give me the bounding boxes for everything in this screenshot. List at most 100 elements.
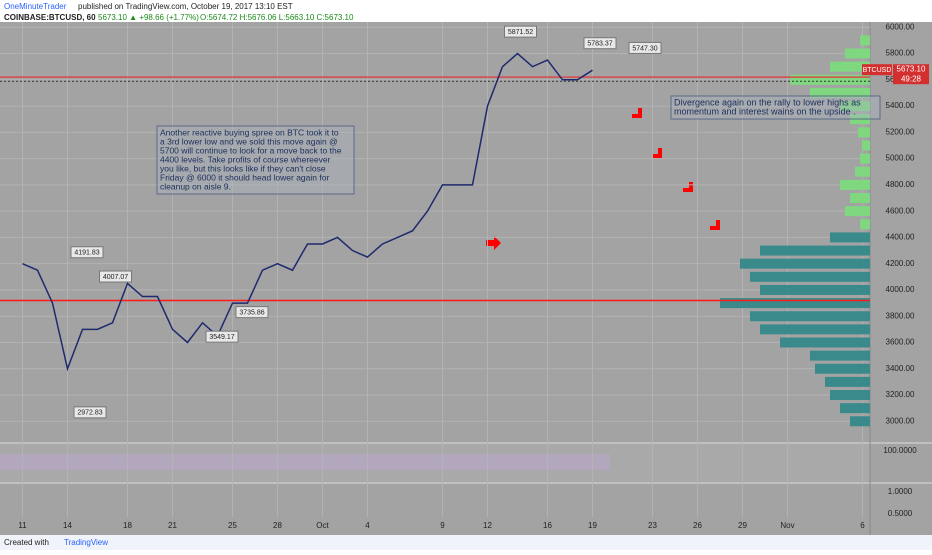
created: Created with	[4, 538, 49, 547]
last-price-box	[893, 64, 929, 85]
symbol: COINBASE:BTCUSD, 60	[4, 13, 96, 22]
x-tick-label: 19	[588, 521, 597, 530]
profile-bar	[780, 337, 870, 348]
published: published on TradingView.com, October 19…	[78, 2, 293, 11]
x-tick-label: 14	[63, 521, 72, 530]
x-tick-label: 25	[228, 521, 237, 530]
note-box	[670, 95, 881, 120]
note-box	[156, 125, 355, 195]
x-tick-label: Nov	[780, 521, 794, 530]
y-tick-label: 5400.00	[886, 101, 915, 110]
note-line: Friday @ 6000 it should head lower again…	[160, 172, 329, 182]
profile-bar	[862, 140, 870, 151]
x-tick-label: 23	[648, 521, 657, 530]
y-tick-label: 4000.00	[886, 285, 915, 294]
lower-tick-label: 100.0000	[883, 446, 917, 455]
profile-bar	[855, 166, 870, 177]
profile-bar	[860, 35, 870, 46]
callout-label: 3549.17	[209, 334, 234, 341]
y-tick-label: 3400.00	[886, 364, 915, 373]
note-line: Divergence again on the rally to lower h…	[674, 97, 861, 107]
x-tick-label: 16	[543, 521, 552, 530]
y-tick-label: 4400.00	[886, 233, 915, 242]
lower-tick-label: 1.0000	[888, 487, 913, 496]
profile-bar	[850, 193, 870, 204]
note-line: a 3rd lower low and we sold this move ag…	[160, 136, 338, 146]
price-line	[22, 52, 593, 372]
last-name: BTCUSD	[863, 67, 892, 74]
y-tick-label: 4800.00	[886, 180, 915, 189]
author[interactable]: OneMinuteTrader	[4, 2, 67, 11]
y-tick-label: 4600.00	[886, 206, 915, 215]
profile-bar	[740, 258, 870, 269]
callout-box	[205, 330, 239, 343]
y-tick-label: 3600.00	[886, 338, 915, 347]
brand[interactable]: TradingView	[64, 538, 108, 547]
note-line: you like, but this looks like if they ca…	[160, 163, 326, 173]
last-name-box	[862, 64, 892, 76]
profile-bar	[750, 311, 870, 322]
arrows	[486, 108, 720, 250]
x-tick-label: Oct	[316, 521, 329, 530]
note-line: Another reactive buying spree on BTC too…	[160, 127, 339, 137]
profile-bar	[815, 363, 870, 374]
x-tick-label: 6	[860, 521, 865, 530]
arrow	[632, 108, 642, 118]
profile-bar	[720, 298, 870, 309]
profile-bar	[845, 206, 870, 217]
profile-bar	[850, 416, 870, 427]
y-tick-label: 5800.00	[886, 49, 915, 58]
timer: 49:28	[901, 74, 922, 83]
profile-bar	[830, 232, 870, 243]
callout-box	[504, 25, 537, 38]
profile-bar	[830, 390, 870, 401]
footer-bg	[0, 535, 932, 550]
x-tick-label: 9	[440, 521, 445, 530]
y-tick-label: 3000.00	[886, 416, 915, 425]
profile-bar	[845, 48, 870, 59]
profile-bar	[860, 219, 870, 230]
y-tick-label: 4200.00	[886, 259, 915, 268]
note-line: momentum and interest wains on the upsid…	[674, 106, 856, 116]
note-line: cleanup on aisle 9.	[160, 181, 231, 191]
x-tick-label: 11	[18, 521, 27, 530]
profile-bar	[830, 61, 870, 72]
y-tick-label: 3200.00	[886, 390, 915, 399]
y-tick-label: 3800.00	[886, 311, 915, 320]
lower-tick-label: 0.5000	[888, 509, 913, 518]
profile-bar	[860, 153, 870, 164]
callout-box	[70, 246, 104, 259]
arrow	[486, 236, 501, 250]
callout-label: 5747.30	[632, 45, 657, 52]
x-tick-label: 4	[365, 521, 370, 530]
callout-box	[628, 41, 662, 54]
last-price: 5673.10	[897, 64, 926, 73]
profile-bar	[790, 74, 870, 85]
quote: 5673.10 ▲ +98.66 (+1.77%)	[98, 13, 199, 22]
profile-bar	[760, 324, 870, 335]
callout-box	[73, 406, 107, 419]
profile-bar	[840, 101, 870, 112]
callout-label: 4191.83	[74, 250, 99, 257]
callout-label: 5783.37	[587, 41, 612, 48]
note-line: 5700 will continue to look for a move ba…	[160, 145, 342, 155]
arrow	[710, 220, 720, 230]
profile-bar	[760, 245, 870, 256]
x-tick-label: 29	[738, 521, 747, 530]
profile-bar	[858, 127, 870, 138]
ohlc: O:5674.72 H:5676.06 L:5663.10 C:5673.10	[200, 13, 354, 22]
callout-label: 2972.83	[77, 410, 102, 417]
profile-bar	[810, 87, 870, 98]
y-tick-label: 5200.00	[886, 127, 915, 136]
rsi-band	[0, 454, 610, 470]
y-tick-label: 6000.00	[886, 22, 915, 31]
callout-label: 3735.86	[239, 309, 264, 316]
profile-bar	[760, 284, 870, 295]
note-line: 4400 levels. Take profits of course wher…	[160, 154, 331, 164]
callout-box	[235, 306, 269, 319]
x-tick-label: 26	[693, 521, 702, 530]
x-tick-label: 12	[483, 521, 492, 530]
y-tick-label: 5000.00	[886, 154, 915, 163]
profile-bar	[840, 403, 870, 414]
